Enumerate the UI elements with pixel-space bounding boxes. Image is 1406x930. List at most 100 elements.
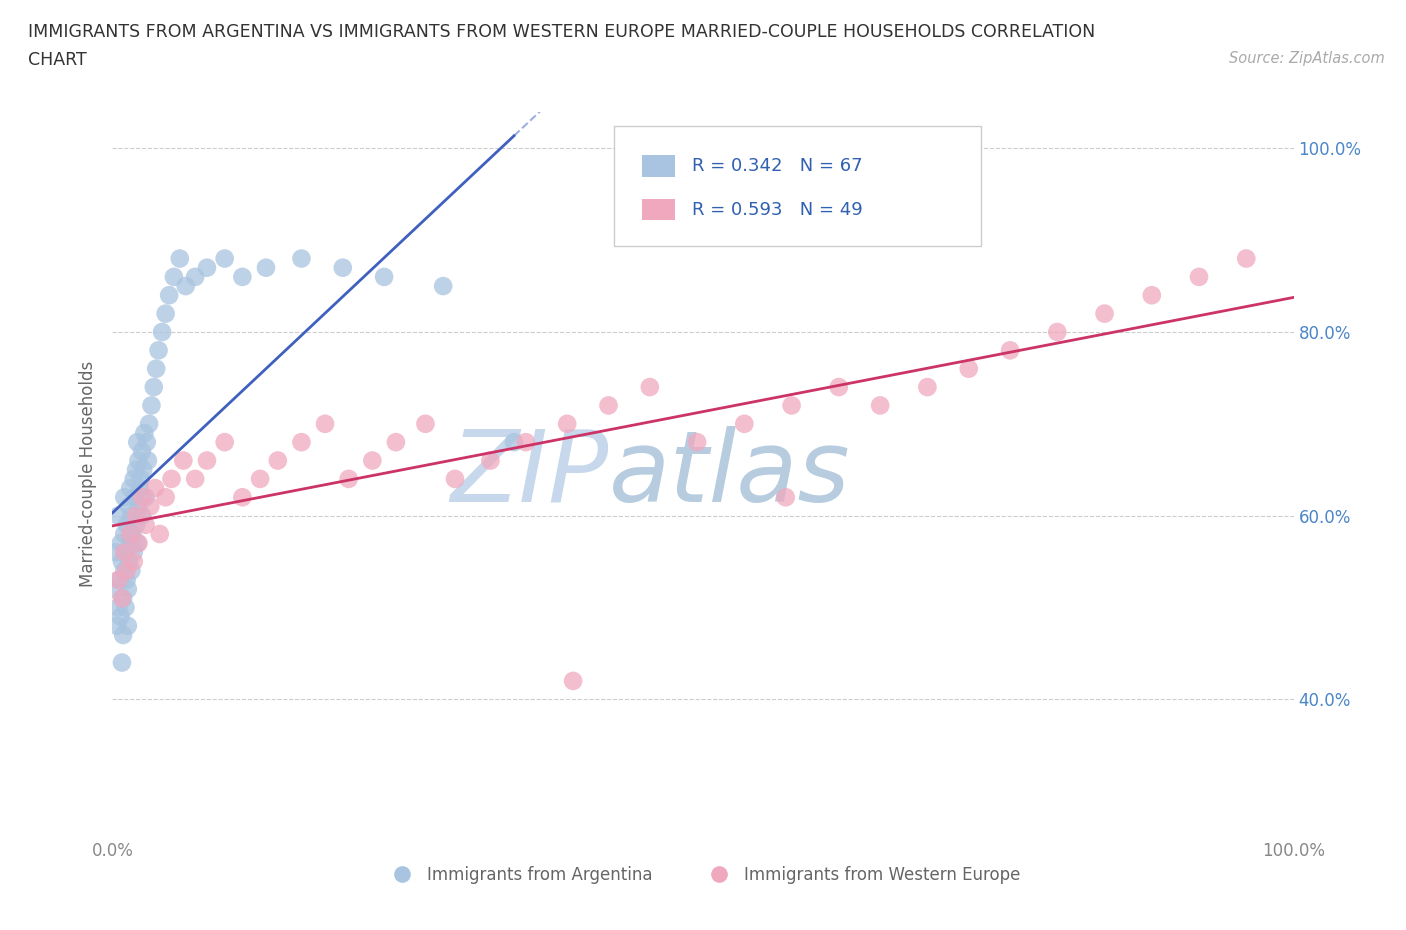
Point (125, 508, 148, 523)
Legend: Immigrants from Argentina, Immigrants from Western Europe: Immigrants from Argentina, Immigrants fr… (378, 859, 1028, 890)
Point (155, 306, 177, 321)
Text: IMMIGRANTS FROM ARGENTINA VS IMMIGRANTS FROM WESTERN EUROPE MARRIED-COUPLE HOUSE: IMMIGRANTS FROM ARGENTINA VS IMMIGRANTS … (28, 23, 1095, 41)
Point (108, 573, 131, 588)
Point (150, 325, 173, 339)
Point (112, 564, 135, 578)
Point (134, 426, 156, 441)
Point (314, 417, 336, 432)
Point (780, 398, 803, 413)
Point (129, 472, 152, 486)
Text: R = 0.593   N = 49: R = 0.593 N = 49 (692, 201, 863, 219)
Point (107, 508, 129, 523)
Point (174, 279, 197, 294)
Point (105, 618, 128, 633)
Point (112, 545, 135, 560)
Point (149, 526, 172, 541)
Point (127, 434, 149, 449)
Point (479, 453, 502, 468)
Point (115, 564, 138, 578)
Point (249, 472, 271, 486)
Point (195, 260, 218, 275)
Point (290, 251, 312, 266)
Point (373, 270, 395, 285)
Point (231, 270, 253, 285)
Point (120, 508, 142, 523)
Point (555, 417, 578, 432)
Point (998, 343, 1021, 358)
Point (138, 417, 160, 432)
Point (127, 499, 149, 514)
Point (184, 270, 207, 285)
Text: ZIP: ZIP (450, 426, 609, 523)
Point (117, 581, 139, 596)
Point (120, 564, 142, 578)
Point (254, 260, 277, 275)
Point (214, 251, 236, 266)
Point (142, 379, 165, 394)
Point (115, 517, 138, 532)
Point (1094, 306, 1116, 321)
Point (157, 287, 180, 302)
Point (121, 526, 143, 541)
Point (214, 434, 236, 449)
Point (139, 499, 162, 514)
Point (172, 453, 194, 468)
Point (122, 554, 145, 569)
Point (112, 526, 135, 541)
Point (917, 379, 939, 394)
Point (111, 554, 134, 569)
Point (115, 573, 138, 588)
Point (1234, 251, 1257, 266)
Point (111, 591, 134, 605)
Point (111, 655, 134, 670)
Point (337, 472, 360, 486)
Point (1188, 270, 1211, 285)
Point (195, 453, 218, 468)
Point (120, 536, 142, 551)
Point (125, 462, 148, 477)
Point (828, 379, 851, 394)
Point (1140, 287, 1163, 302)
Point (686, 434, 709, 449)
Point (415, 417, 437, 432)
Point (131, 508, 153, 523)
Point (131, 444, 153, 458)
Y-axis label: Married-couple Households: Married-couple Households (79, 361, 97, 588)
Point (267, 453, 290, 468)
Bar (641, 199, 675, 220)
Point (638, 379, 661, 394)
Point (135, 517, 157, 532)
Text: Source: ZipAtlas.com: Source: ZipAtlas.com (1229, 51, 1385, 66)
Point (110, 609, 132, 624)
Point (444, 472, 467, 486)
Point (132, 462, 155, 477)
Point (117, 618, 139, 633)
Point (290, 434, 312, 449)
Point (148, 343, 170, 358)
Point (155, 490, 177, 505)
Point (110, 536, 132, 551)
Point (135, 434, 157, 449)
Point (143, 481, 166, 496)
Point (160, 472, 183, 486)
Point (869, 398, 891, 413)
Point (125, 517, 148, 532)
Point (957, 361, 980, 376)
Point (503, 434, 526, 449)
Point (104, 581, 127, 596)
Point (107, 600, 129, 615)
Point (131, 490, 153, 505)
Point (127, 536, 149, 551)
Point (122, 472, 145, 486)
Point (114, 545, 136, 560)
Point (112, 628, 135, 643)
Point (135, 490, 157, 505)
Text: CHART: CHART (28, 51, 87, 69)
Point (141, 398, 163, 413)
FancyBboxPatch shape (614, 126, 980, 246)
Point (515, 434, 537, 449)
Point (118, 499, 141, 514)
Point (120, 481, 142, 496)
Point (107, 573, 129, 588)
Point (136, 453, 159, 468)
